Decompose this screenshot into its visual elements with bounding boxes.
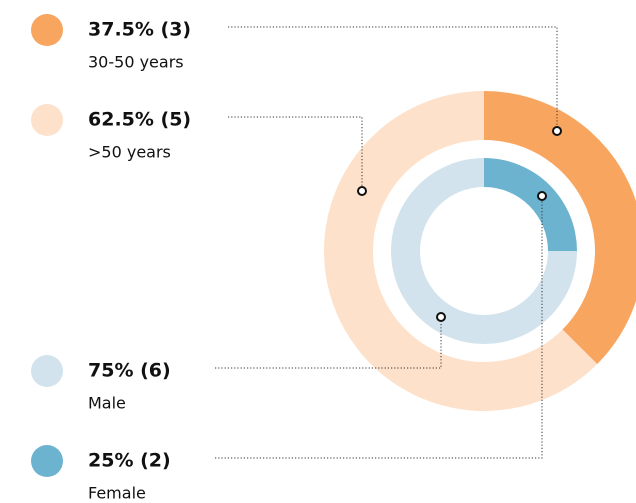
leader-line (215, 317, 442, 369)
leader-dot (537, 191, 547, 201)
category-label: Female (88, 484, 146, 503)
value-label: 75% (6) (88, 360, 171, 382)
leader-dot (552, 126, 562, 136)
legend-swatch (31, 355, 63, 387)
donut-slice (391, 158, 577, 344)
value-label: 25% (2) (88, 450, 171, 472)
leader-dot (357, 186, 367, 196)
legend-swatch (31, 445, 63, 477)
category-label: 30-50 years (88, 53, 184, 72)
leader-line (228, 116, 363, 191)
donut-slice (484, 91, 636, 365)
donut-slice (484, 158, 577, 251)
leader-line (228, 26, 558, 131)
category-label: Male (88, 394, 126, 413)
legend-swatch (31, 14, 63, 46)
leader-dot (436, 312, 446, 322)
category-label: >50 years (88, 143, 171, 162)
value-label: 37.5% (3) (88, 19, 191, 41)
value-label: 62.5% (5) (88, 109, 191, 131)
leader-line (215, 196, 543, 459)
donut-slice (323, 91, 598, 412)
legend-swatch (31, 104, 63, 136)
